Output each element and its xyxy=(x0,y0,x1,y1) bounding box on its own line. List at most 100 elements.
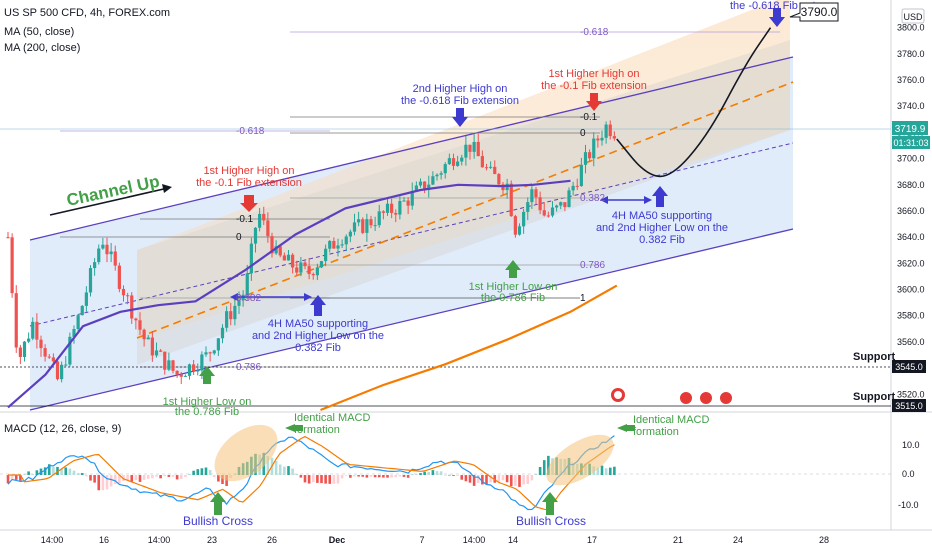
time-tick-label: Dec xyxy=(329,535,346,545)
candle-body xyxy=(538,197,542,211)
macd-bar xyxy=(184,475,187,477)
candle-body xyxy=(27,338,31,342)
candle-body xyxy=(418,181,423,186)
macd-bar xyxy=(608,467,612,476)
macd-bar xyxy=(382,475,385,478)
candle-body xyxy=(80,305,84,316)
macd-bar xyxy=(31,474,35,476)
price-tick-label: 3640.0 xyxy=(897,232,925,242)
candle-body xyxy=(258,213,262,228)
candle-body xyxy=(93,262,97,269)
candle-body xyxy=(468,144,472,152)
candle-body xyxy=(385,203,390,213)
candle-body xyxy=(196,370,200,372)
macd-bar xyxy=(274,460,278,476)
macd-bar xyxy=(398,475,402,477)
time-tick-label: 28 xyxy=(819,535,829,545)
candle-body xyxy=(328,240,332,249)
current-price-value: 3719.9 xyxy=(895,124,926,135)
candle-body xyxy=(489,166,493,168)
macd-pane xyxy=(0,413,891,530)
support-2-tag xyxy=(892,399,926,412)
support-1-price: 3545.0 xyxy=(895,362,923,372)
candle-body xyxy=(332,240,336,249)
candle-body xyxy=(357,219,361,223)
candle-body xyxy=(183,375,187,377)
candle-body xyxy=(447,158,451,165)
candle-body xyxy=(249,243,253,274)
candle-body xyxy=(278,246,282,256)
candle-body xyxy=(456,161,460,166)
candle-body xyxy=(377,211,381,226)
candle-body xyxy=(369,219,373,226)
candle-body xyxy=(274,246,278,254)
candle-body xyxy=(233,305,237,320)
macd-bar xyxy=(109,475,113,487)
candle-body xyxy=(105,244,109,255)
macd-bar xyxy=(476,475,480,484)
support-2-price: 3515.0 xyxy=(895,401,923,411)
candle-body xyxy=(117,265,121,289)
macd-bar xyxy=(175,475,179,480)
candle-body xyxy=(138,320,142,330)
candle-body xyxy=(439,173,443,175)
macd-bar xyxy=(179,475,183,479)
candle-body xyxy=(55,361,60,380)
fib-lines xyxy=(0,31,891,407)
macd-bar xyxy=(613,466,616,476)
macd-bar xyxy=(138,475,142,482)
macd-bar xyxy=(6,475,10,484)
fib-label-right-1: 1 xyxy=(580,293,586,304)
fib-label-right-0382: 0.382 xyxy=(580,193,605,204)
candle-body xyxy=(299,262,303,273)
candle-body xyxy=(340,244,344,246)
event-flags xyxy=(611,388,732,404)
candle-body xyxy=(35,321,39,340)
macd-bar xyxy=(118,475,121,484)
support-1-tag xyxy=(892,360,926,373)
macd-bar xyxy=(328,475,332,484)
time-tick-label: 14:00 xyxy=(148,535,171,545)
macd-highlight-right xyxy=(546,434,614,486)
macd-bar xyxy=(402,475,406,477)
candle-body xyxy=(612,136,616,139)
arrow-macd-left-green xyxy=(285,424,295,432)
current-price-tag xyxy=(892,121,928,135)
candle-body xyxy=(150,337,154,356)
candle-body xyxy=(126,295,130,297)
macd-bar xyxy=(167,475,171,477)
candle-body xyxy=(402,200,406,202)
candle-body xyxy=(542,210,546,216)
macd-legend: MACD (12, 26, close, 9) xyxy=(4,423,121,435)
macd-bar xyxy=(452,475,455,476)
candle-body xyxy=(229,311,233,320)
candle-body xyxy=(159,350,163,352)
candle-body xyxy=(361,219,365,233)
candle-body xyxy=(464,144,468,158)
flag-icon xyxy=(720,392,732,404)
hh3-label-b: the -0.1 Fib extension xyxy=(541,80,647,92)
macd-bar xyxy=(60,468,63,476)
candle-body xyxy=(390,203,394,213)
candle-body xyxy=(18,347,22,357)
macd-bar xyxy=(534,473,538,476)
candle-body xyxy=(51,357,55,362)
macd-bar xyxy=(89,475,92,481)
candle-body xyxy=(134,318,138,321)
candle-body xyxy=(200,354,204,371)
arrow-ma50-left-blue xyxy=(310,295,326,316)
currency-badge xyxy=(901,8,925,24)
macd-bar xyxy=(439,471,443,476)
macd-bar xyxy=(72,470,76,476)
fib-label-top-right: -0.618 xyxy=(580,27,609,38)
macd-bar xyxy=(365,475,369,478)
candle-body xyxy=(286,254,291,261)
macd-bar xyxy=(489,475,492,483)
candle-body xyxy=(451,158,456,166)
macd-bar xyxy=(357,475,360,477)
candle-body xyxy=(398,200,402,215)
price-tick-label: 3800.0 xyxy=(897,23,925,33)
arrow-top-blue xyxy=(769,8,785,27)
ma200-line xyxy=(320,284,618,412)
candle-body xyxy=(266,220,270,237)
